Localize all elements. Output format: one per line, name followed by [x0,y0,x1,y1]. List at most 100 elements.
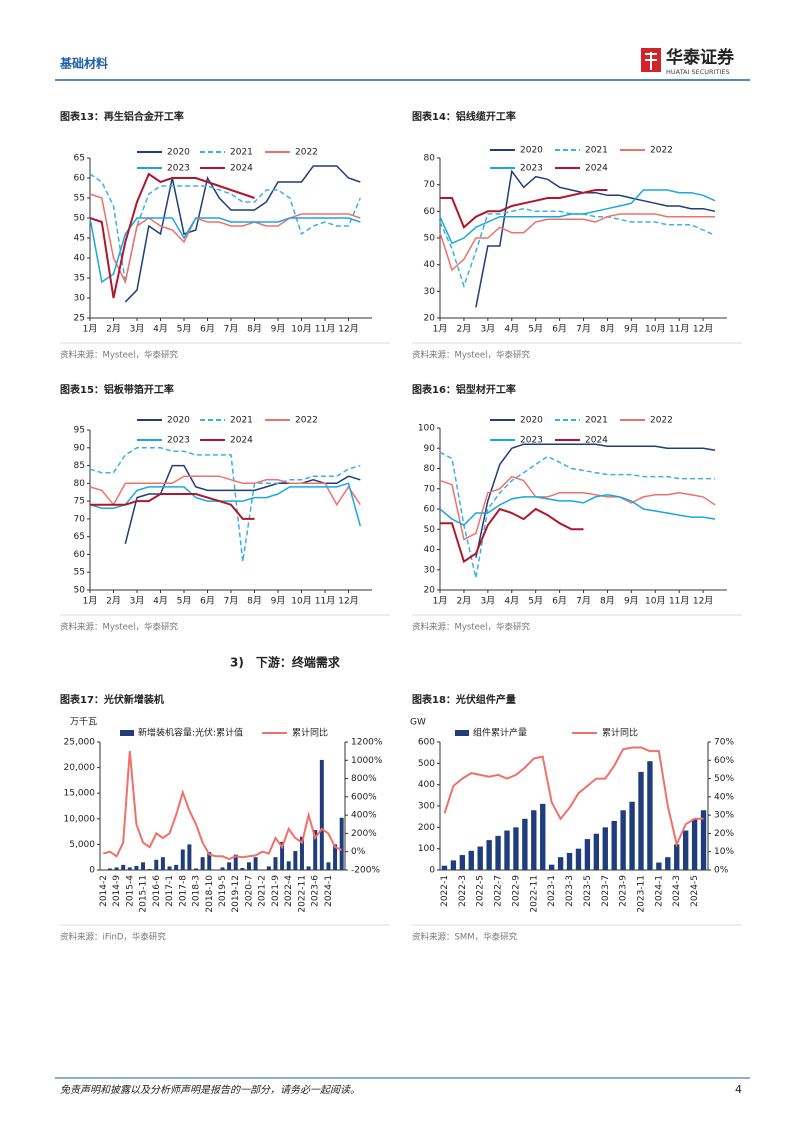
x-tick-label: 4月 [504,596,519,607]
x-tick-label: 2015-4 [125,875,135,907]
x-tick-label: 2018-10 [205,875,215,913]
bar [333,844,338,870]
x-tick-label: 11月 [315,324,335,335]
legend-label: 2021 [585,416,608,426]
x-tick-label: 2021-2 [258,875,268,907]
x-tick-label: 2022-9 [511,875,521,907]
y-tick-label: 70 [74,514,86,524]
bar [682,830,689,870]
x-tick-label: 2017-8 [178,875,188,907]
y2-tick-label: -200% [351,866,380,876]
y-tick-label: 5,000 [69,840,95,850]
bar [495,835,501,870]
x-tick-label: 2022-7 [494,875,504,907]
legend-swatch [120,730,134,736]
x-tick-label: 3月 [130,596,145,607]
bar [200,857,205,870]
y-tick-label: 55 [74,568,85,578]
y2-tick-label: 400% [351,811,377,821]
bar [339,817,344,870]
bar [220,867,225,870]
chart-source: 资料来源：Mysteel，华泰研究 [412,350,530,361]
bar [101,869,106,870]
y2-tick-label: 1200% [351,738,383,748]
x-tick-label: 8月 [600,596,615,607]
header-section: 基础材料 [59,56,108,71]
x-tick-label: 2023-3 [565,875,575,907]
bar [504,830,510,870]
bar [233,854,238,870]
bar [584,839,591,870]
x-tick-label: 2023-9 [619,875,629,907]
bar [486,840,492,870]
bar [656,862,662,870]
footer-disclaimer: 免责声明和披露以及分析师声明是报告的一部分，请务必一起阅读。 [60,1084,360,1096]
bar [247,862,251,870]
x-tick-label: 2020-7 [244,875,254,907]
series-line [124,165,361,303]
chart-title: 图表14：铝线缆开工率 [412,110,516,123]
bar [174,864,179,870]
series-line [439,475,716,541]
bar [299,836,304,870]
y-tick-label: 0 [429,866,435,876]
chart-source: 资料来源：Mysteel，华泰研究 [60,350,178,361]
chart-source: 资料来源：iFinD，华泰研究 [60,932,166,943]
legend-label: 2023 [167,164,190,174]
x-tick-label: 2019-12 [231,875,241,913]
x-tick-label: 2024-1 [654,875,664,907]
bar [194,868,198,870]
legend-label: 2020 [167,416,190,426]
chart-title: 图表15：铝板带箔开工率 [60,383,174,396]
legend-label: 2024 [585,436,608,446]
x-tick-label: 1月 [83,596,98,607]
bar [134,865,139,870]
x-tick-label: 11月 [669,324,689,335]
y-tick-label: 95 [74,426,85,436]
bar [647,761,653,870]
series-line [89,193,361,285]
x-tick-label: 7月 [576,596,591,607]
x-tick-label: 2月 [457,596,472,607]
y-tick-label: 200 [418,823,435,833]
x-tick-label: 5月 [177,596,192,607]
x-tick-label: 5月 [528,596,543,607]
x-tick-label: 5月 [177,324,192,335]
x-tick-label: 2014-9 [112,875,122,907]
series-line [475,443,716,558]
y-tick-label: 70 [424,180,436,190]
x-tick-label: 2018-3 [192,875,202,907]
x-tick-label: 12月 [338,596,358,607]
x-tick-label: 6月 [200,324,215,335]
series-line [89,475,361,507]
x-tick-label: 12月 [693,324,713,335]
x-tick-label: 12月 [693,596,713,607]
legend-label: 新增装机容量:光伏:累计值 [138,727,243,739]
legend-label: 2022 [295,416,318,426]
bar [522,818,528,870]
y-tick-label: 600 [418,738,435,748]
legend-label: 2022 [295,148,318,158]
y-tick-label: 30 [424,565,436,575]
x-tick-label: 2024-3 [672,875,682,907]
x-tick-label: 1月 [83,324,98,335]
y2-tick-label: 60% [714,756,734,766]
x-tick-label: 9月 [624,324,639,335]
y-tick-label: 40 [74,254,86,264]
logo-subtext: HUATAI SECURITIES [666,68,730,76]
bar [280,841,285,870]
x-tick-label: 11月 [315,596,335,607]
series-line [440,189,608,229]
bar [459,855,466,870]
series-line [103,751,343,861]
legend-label: 2024 [230,436,253,446]
bar [227,862,232,870]
x-tick-label: 10月 [291,324,311,335]
x-tick-label: 10月 [645,596,665,607]
bar [319,759,324,870]
bar [602,827,608,870]
y-tick-label: 45 [74,234,85,244]
bar [147,868,152,870]
